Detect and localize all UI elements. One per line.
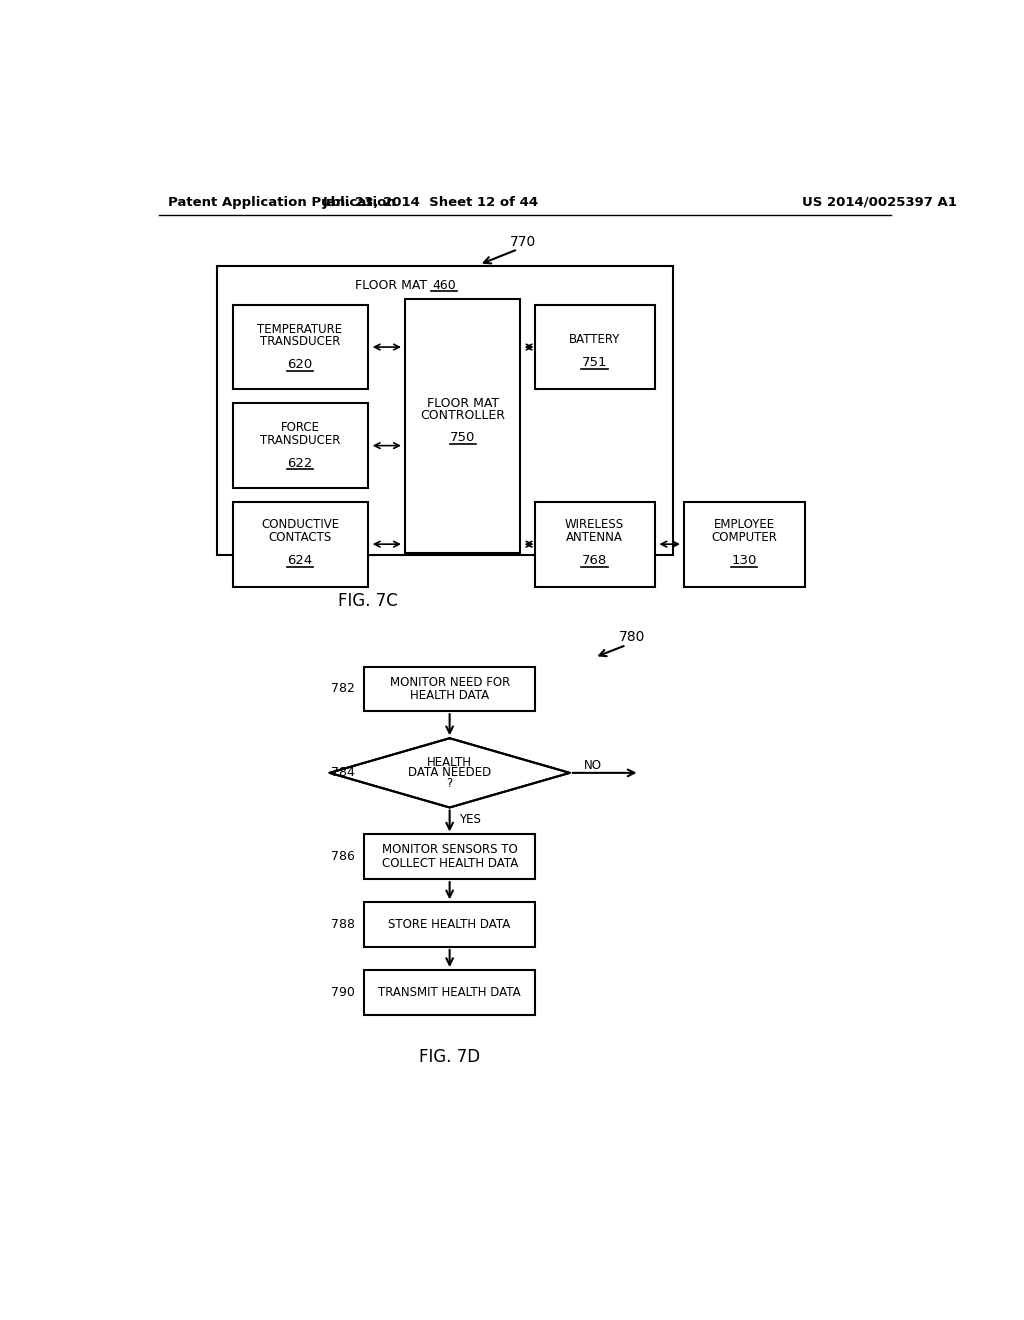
Text: TRANSDUCER: TRANSDUCER	[260, 434, 340, 446]
Text: TRANSDUCER: TRANSDUCER	[260, 335, 340, 348]
Bar	[684, 502, 805, 586]
Text: CONTROLLER: CONTROLLER	[420, 409, 505, 422]
Text: 790: 790	[331, 986, 354, 999]
Text: FLOOR MAT: FLOOR MAT	[427, 397, 499, 409]
Text: EMPLOYEE: EMPLOYEE	[714, 519, 775, 532]
Text: FIG. 7C: FIG. 7C	[338, 593, 398, 610]
Text: TEMPERATURE: TEMPERATURE	[257, 323, 343, 335]
Text: HEALTH DATA: HEALTH DATA	[410, 689, 489, 702]
Text: COLLECT HEALTH DATA: COLLECT HEALTH DATA	[382, 857, 518, 870]
Bar	[217, 267, 673, 554]
Text: COMPUTER: COMPUTER	[712, 531, 777, 544]
Text: YES: YES	[459, 813, 481, 826]
Text: TRANSMIT HEALTH DATA: TRANSMIT HEALTH DATA	[378, 986, 521, 999]
Text: 620: 620	[288, 358, 312, 371]
Text: 782: 782	[331, 682, 354, 696]
Text: NO: NO	[584, 759, 602, 772]
Text: CONTACTS: CONTACTS	[268, 531, 332, 544]
Text: FIG. 7D: FIG. 7D	[419, 1048, 480, 1067]
Text: 750: 750	[451, 432, 475, 445]
Bar	[365, 903, 535, 946]
Text: CONDUCTIVE: CONDUCTIVE	[261, 519, 339, 532]
Bar	[365, 970, 535, 1015]
Text: DATA NEEDED: DATA NEEDED	[408, 767, 492, 779]
Text: STORE HEALTH DATA: STORE HEALTH DATA	[388, 917, 511, 931]
Text: ANTENNA: ANTENNA	[566, 531, 623, 544]
Text: Patent Application Publication: Patent Application Publication	[168, 195, 396, 209]
Text: 784: 784	[331, 767, 354, 779]
Text: FLOOR MAT: FLOOR MAT	[355, 279, 428, 292]
Text: 786: 786	[331, 850, 354, 863]
Text: 788: 788	[331, 917, 354, 931]
Text: 751: 751	[582, 356, 607, 370]
Text: 622: 622	[288, 457, 312, 470]
Bar	[535, 502, 655, 586]
Text: MONITOR SENSORS TO: MONITOR SENSORS TO	[382, 843, 517, 857]
Bar	[365, 834, 535, 879]
Text: BATTERY: BATTERY	[569, 333, 621, 346]
Text: 624: 624	[288, 554, 312, 566]
Text: HEALTH: HEALTH	[427, 755, 472, 768]
Text: 780: 780	[618, 631, 645, 644]
Text: FORCE: FORCE	[281, 421, 319, 434]
Bar	[232, 305, 369, 389]
Text: 130: 130	[731, 554, 757, 566]
Text: WIRELESS: WIRELESS	[565, 519, 624, 532]
Bar	[406, 300, 520, 553]
Bar	[535, 305, 655, 389]
Text: US 2014/0025397 A1: US 2014/0025397 A1	[802, 195, 957, 209]
Text: ?: ?	[446, 777, 453, 791]
Bar	[365, 667, 535, 711]
Text: MONITOR NEED FOR: MONITOR NEED FOR	[389, 676, 510, 689]
Text: 770: 770	[510, 235, 537, 248]
Text: 460: 460	[432, 279, 456, 292]
Text: 768: 768	[582, 554, 607, 566]
Polygon shape	[330, 738, 569, 808]
Bar	[232, 404, 369, 488]
Text: Jan. 23, 2014  Sheet 12 of 44: Jan. 23, 2014 Sheet 12 of 44	[323, 195, 539, 209]
Bar	[232, 502, 369, 586]
